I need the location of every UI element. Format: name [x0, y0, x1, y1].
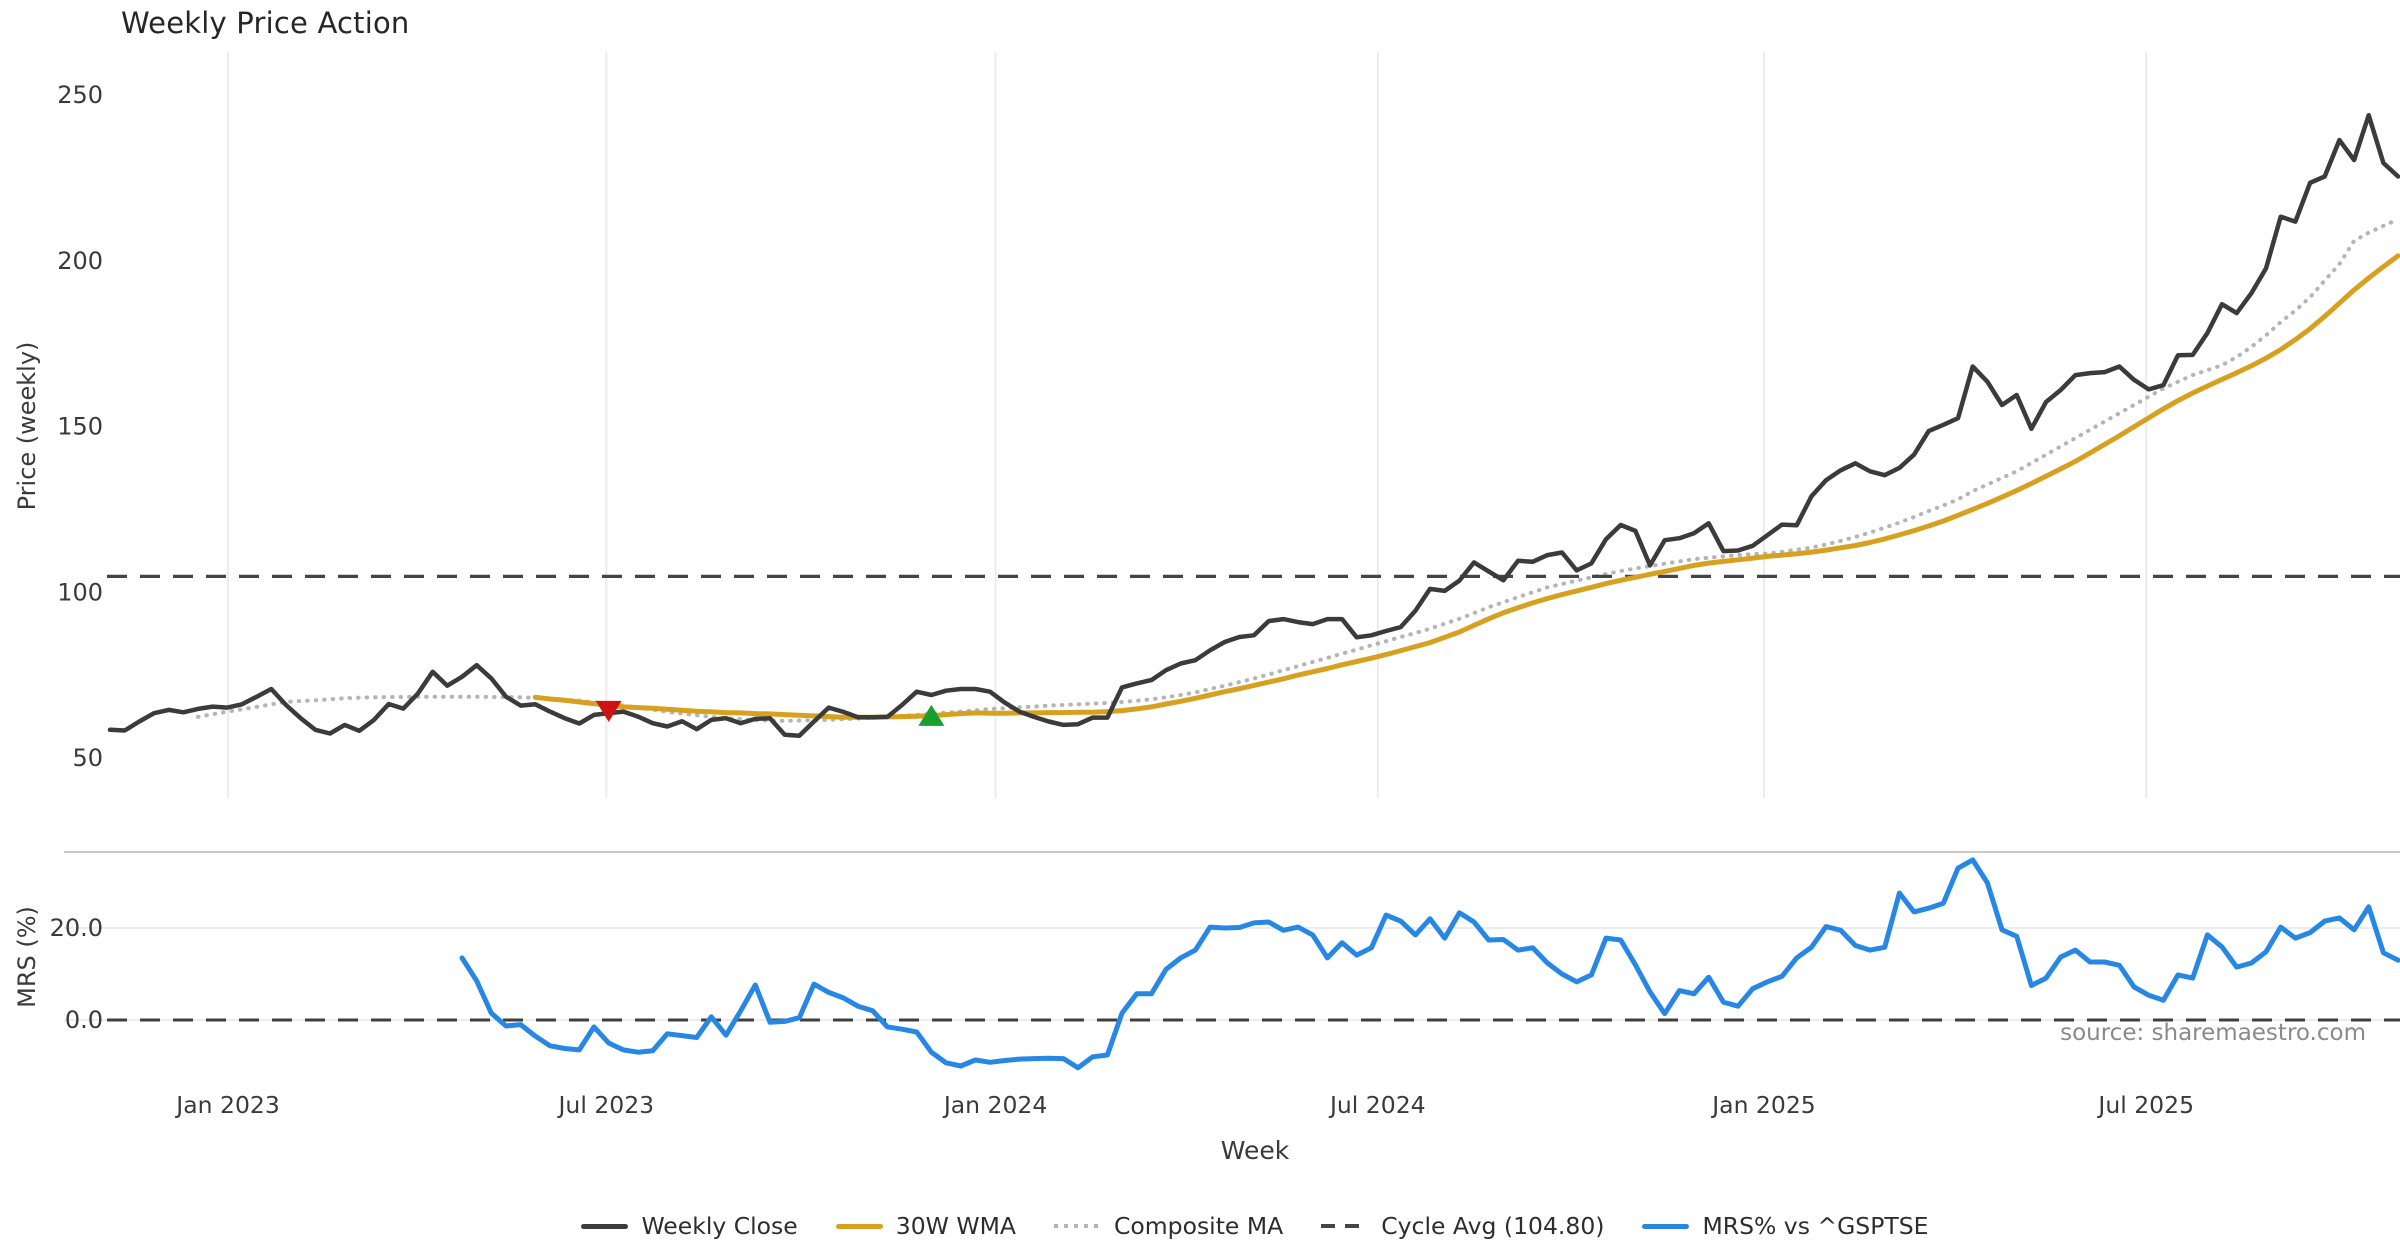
price-axis-label: Price (weekly) — [13, 341, 41, 511]
legend: Weekly Close 30W WMA Composite MA Cycle Avg… — [110, 1212, 2400, 1240]
x-tick-label-2: Jan 2024 — [942, 1091, 1048, 1119]
legend-item-label: Composite MA — [1113, 1212, 1284, 1240]
mrs-tick-label-0: 20.0 — [50, 914, 103, 942]
legend-item-label: MRS% vs ^GSPTSE — [1702, 1212, 1929, 1240]
page-title: Weekly Price Action — [121, 6, 410, 40]
mrs-tick-label-1: 0.0 — [65, 1006, 103, 1034]
x-axis-label: Week — [1220, 1136, 1290, 1165]
legend-item-label: Weekly Close — [641, 1212, 798, 1240]
mrs-axis-label: MRS (%) — [13, 906, 41, 1008]
legend-item-label: Cycle Avg (104.80) — [1381, 1212, 1605, 1240]
legend-swatch-dashed-icon — [1321, 1224, 1369, 1228]
legend-item-3: Cycle Avg (104.80) — [1321, 1212, 1604, 1240]
legend-swatch-dotted-icon — [1053, 1224, 1101, 1228]
price-tick-label-2: 150 — [57, 413, 103, 441]
legend-item-0: Weekly Close — [581, 1212, 798, 1240]
legend-swatch-solid-icon — [581, 1223, 629, 1229]
legend-item-2: Composite MA — [1053, 1212, 1284, 1240]
legend-item-4: MRS% vs ^GSPTSE — [1642, 1212, 1929, 1240]
source-note: source: sharemaestro.com — [2060, 1020, 2366, 1046]
x-tick-label-0: Jan 2023 — [174, 1091, 280, 1119]
legend-item-1: 30W WMA — [835, 1212, 1016, 1240]
buy-signal-marker — [918, 704, 945, 726]
x-tick-label-5: Jul 2025 — [2096, 1091, 2194, 1119]
price-tick-label-4: 50 — [72, 744, 103, 772]
sell-signal-marker — [595, 700, 622, 722]
price-tick-label-3: 100 — [57, 578, 103, 606]
composite-ma-line — [196, 217, 2400, 723]
legend-item-label: 30W WMA — [895, 1212, 1016, 1240]
legend-swatch-solid-icon — [1642, 1223, 1690, 1229]
wma-line — [532, 253, 2400, 720]
mrs-line — [459, 857, 2400, 1071]
price-tick-label-0: 250 — [57, 81, 103, 109]
x-tick-label-3: Jul 2024 — [1328, 1091, 1426, 1119]
legend-swatch-solid-icon — [835, 1223, 883, 1229]
x-tick-label-4: Jan 2025 — [1710, 1091, 1816, 1119]
weekly-close-line — [107, 112, 2400, 739]
x-tick-label-1: Jul 2023 — [557, 1091, 655, 1119]
price-tick-label-1: 200 — [57, 247, 103, 275]
